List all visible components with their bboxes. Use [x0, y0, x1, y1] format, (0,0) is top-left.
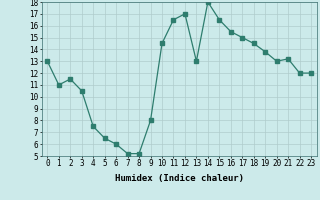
X-axis label: Humidex (Indice chaleur): Humidex (Indice chaleur): [115, 174, 244, 183]
